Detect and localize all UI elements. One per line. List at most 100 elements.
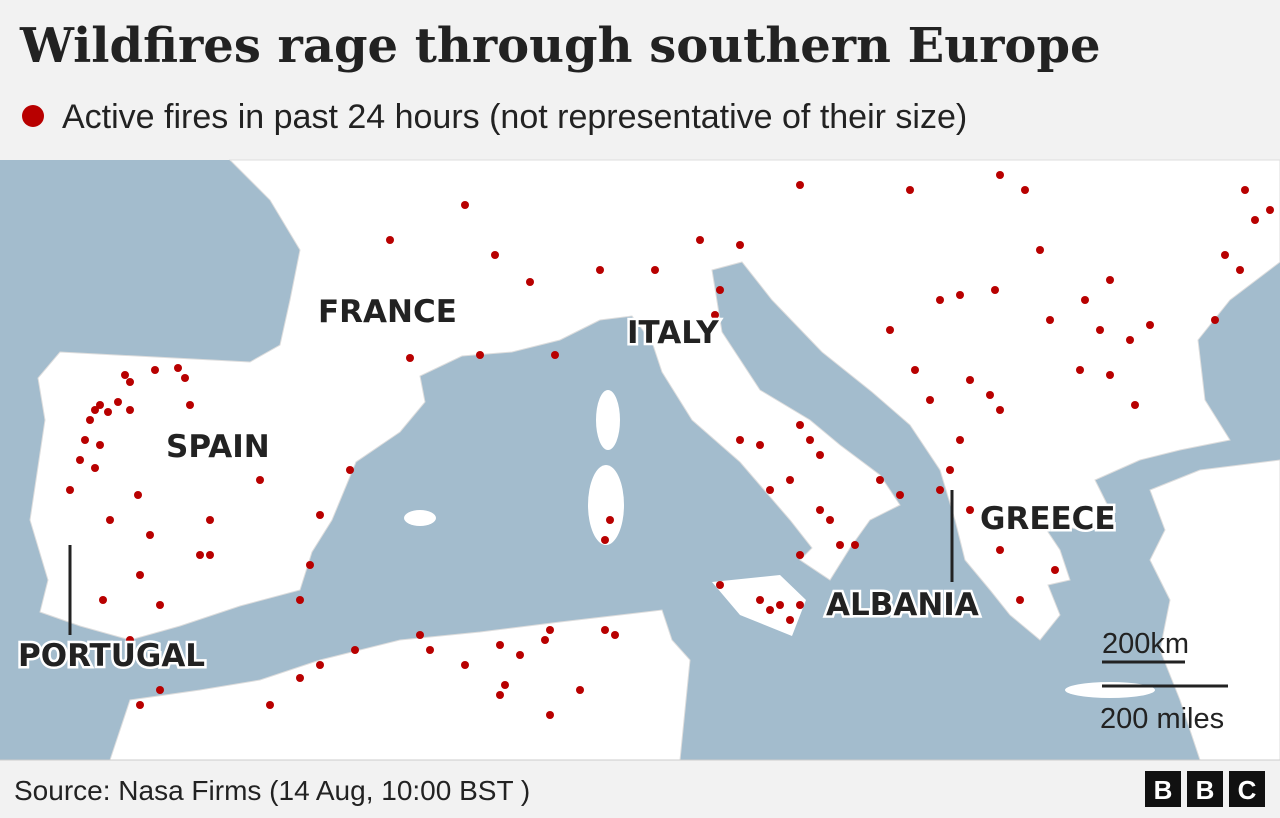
fire-dot (496, 641, 504, 649)
fire-dot (816, 506, 824, 514)
fire-dot (576, 686, 584, 694)
fire-dot (106, 516, 114, 524)
fire-dot (1266, 206, 1274, 214)
logo-block (1145, 771, 1181, 807)
fire-dot (786, 616, 794, 624)
fire-dot (956, 291, 964, 299)
fire-dot (296, 596, 304, 604)
map (0, 159, 1280, 761)
fire-dot (966, 506, 974, 514)
fire-dot (601, 536, 609, 544)
fire-dot (126, 406, 134, 414)
fire-dot (186, 401, 194, 409)
fire-dot (206, 516, 214, 524)
fire-dot (1106, 371, 1114, 379)
fire-dot (76, 456, 84, 464)
fire-dot (501, 681, 509, 689)
fire-dot (796, 421, 804, 429)
fire-dot (1046, 316, 1054, 324)
fire-dot (766, 606, 774, 614)
bbc-logo: B B C (1145, 771, 1265, 807)
fire-dot (461, 201, 469, 209)
fire-dot (416, 631, 424, 639)
fire-dot (606, 516, 614, 524)
fire-dot (996, 171, 1004, 179)
sardinia (588, 465, 624, 545)
fire-dot (1036, 246, 1044, 254)
fire-dot (816, 451, 824, 459)
fire-dot (174, 364, 182, 372)
fire-dot (601, 626, 609, 634)
fire-dot (876, 476, 884, 484)
fire-dot (296, 674, 304, 682)
legend-dot (22, 105, 44, 127)
fire-dot (526, 278, 534, 286)
fire-dot (966, 376, 974, 384)
fire-dot (886, 326, 894, 334)
fire-dot (786, 476, 794, 484)
title: Wildfires rage through southern Europe (19, 18, 1101, 74)
fire-dot (996, 406, 1004, 414)
fire-dot (756, 596, 764, 604)
fire-dot (256, 476, 264, 484)
fire-dot (266, 701, 274, 709)
logo-letter: B (1154, 775, 1173, 805)
fire-dot (996, 546, 1004, 554)
fire-dot (491, 251, 499, 259)
land-europe (29, 159, 1280, 641)
fire-dot (826, 516, 834, 524)
fire-dot (851, 541, 859, 549)
fire-dot (1016, 596, 1024, 604)
logo-letter: B (1196, 775, 1215, 805)
fires (66, 171, 1274, 719)
fire-dot (981, 516, 989, 524)
fire-dot (151, 366, 159, 374)
country-label: FRANCE (318, 294, 457, 330)
crete (1065, 682, 1155, 698)
fire-dot (546, 711, 554, 719)
fire-dot (99, 596, 107, 604)
fire-dot (1106, 276, 1114, 284)
fire-dot (181, 374, 189, 382)
fire-dot (91, 406, 99, 414)
land-africa (109, 609, 691, 761)
fire-dot (806, 436, 814, 444)
fire-dot (196, 551, 204, 559)
fire-dot (736, 436, 744, 444)
fire-dot (1236, 266, 1244, 274)
fire-dot (1021, 186, 1029, 194)
fire-dot (911, 366, 919, 374)
fire-dot (711, 311, 719, 319)
fire-dot (156, 601, 164, 609)
fire-dot (716, 581, 724, 589)
source: Source: Nasa Firms (14 Aug, 10:00 BST ) (14, 775, 530, 806)
fire-dot (596, 266, 604, 274)
fire-dot (316, 511, 324, 519)
fire-dot (496, 691, 504, 699)
fire-dot (696, 236, 704, 244)
fire-dot (426, 646, 434, 654)
fire-dot (796, 181, 804, 189)
fire-dot (551, 351, 559, 359)
scale-km: 200km (1102, 628, 1189, 660)
fire-dot (1211, 316, 1219, 324)
fire-dot (134, 491, 142, 499)
country-label: ITALY (627, 315, 719, 351)
fire-dot (156, 686, 164, 694)
fire-dot (1241, 186, 1249, 194)
fire-dot (766, 486, 774, 494)
fire-dot (1081, 296, 1089, 304)
fire-dot (756, 441, 764, 449)
fire-dot (1096, 326, 1104, 334)
fire-dot (96, 401, 104, 409)
fire-dot (114, 398, 122, 406)
fire-dot (736, 241, 744, 249)
country-label: ALBANIA (826, 587, 979, 623)
fire-dot (796, 551, 804, 559)
fire-dot (991, 286, 999, 294)
fire-dot (91, 464, 99, 472)
corsica (596, 390, 620, 450)
country-label: GREECE (980, 501, 1116, 537)
logo-block (1229, 771, 1265, 807)
